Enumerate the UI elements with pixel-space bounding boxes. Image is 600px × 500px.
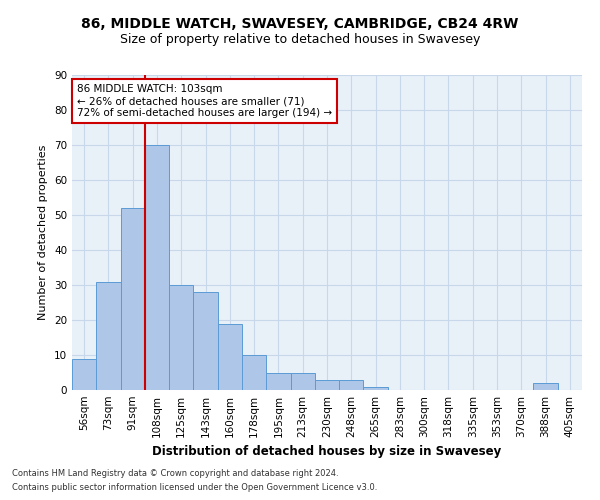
Y-axis label: Number of detached properties: Number of detached properties — [38, 145, 49, 320]
Text: Size of property relative to detached houses in Swavesey: Size of property relative to detached ho… — [120, 32, 480, 46]
Bar — [145, 145, 169, 390]
Text: 86, MIDDLE WATCH, SWAVESEY, CAMBRIDGE, CB24 4RW: 86, MIDDLE WATCH, SWAVESEY, CAMBRIDGE, C… — [82, 18, 518, 32]
Bar — [72, 358, 96, 390]
Bar — [218, 324, 242, 390]
Text: 86 MIDDLE WATCH: 103sqm
← 26% of detached houses are smaller (71)
72% of semi-de: 86 MIDDLE WATCH: 103sqm ← 26% of detache… — [77, 84, 332, 117]
Bar — [266, 372, 290, 390]
Bar — [339, 380, 364, 390]
Bar — [315, 380, 339, 390]
Bar — [290, 372, 315, 390]
Text: Contains public sector information licensed under the Open Government Licence v3: Contains public sector information licen… — [12, 484, 377, 492]
Bar — [169, 285, 193, 390]
Bar — [96, 282, 121, 390]
X-axis label: Distribution of detached houses by size in Swavesey: Distribution of detached houses by size … — [152, 446, 502, 458]
Bar — [121, 208, 145, 390]
Bar — [533, 383, 558, 390]
Bar — [193, 292, 218, 390]
Bar — [364, 386, 388, 390]
Bar — [242, 355, 266, 390]
Text: Contains HM Land Registry data © Crown copyright and database right 2024.: Contains HM Land Registry data © Crown c… — [12, 468, 338, 477]
